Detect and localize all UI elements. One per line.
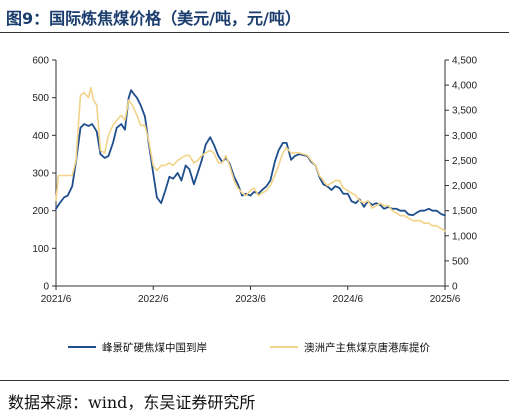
legend-label-2: 澳洲产主焦煤京唐港库提价 bbox=[304, 341, 430, 354]
data-source-note: 数据来源：wind，东吴证券研究所 bbox=[8, 393, 256, 412]
right-tick-label: 0 bbox=[452, 282, 458, 293]
right-tick-label: 1,500 bbox=[452, 206, 477, 217]
right-tick-label: 2,000 bbox=[452, 181, 477, 192]
left-tick-label: 100 bbox=[32, 244, 49, 255]
legend-label-1: 峰景矿硬焦煤中国到岸 bbox=[102, 341, 207, 354]
chart-legend: 峰景矿硬焦煤中国到岸 澳洲产主焦煤京唐港库提价 bbox=[68, 341, 430, 354]
series-line-1 bbox=[55, 89, 446, 217]
x-tick-label: 2023/6 bbox=[235, 294, 266, 305]
left-tick-label: 300 bbox=[32, 169, 49, 180]
left-tick-label: 500 bbox=[32, 93, 49, 104]
x-tick-label: 2022/6 bbox=[138, 294, 169, 305]
right-tick-label: 2,500 bbox=[452, 156, 477, 167]
right-tick-label: 3,000 bbox=[452, 131, 477, 142]
right-tick-label: 4,500 bbox=[452, 56, 477, 67]
right-tick-label: 4,000 bbox=[452, 81, 477, 92]
left-tick-label: 400 bbox=[32, 131, 49, 142]
x-tick-label: 2021/6 bbox=[41, 294, 72, 305]
chart-series-layer bbox=[55, 86, 446, 232]
left-tick-label: 200 bbox=[32, 206, 49, 217]
x-tick-label: 2024/6 bbox=[332, 294, 363, 305]
right-tick-label: 3,500 bbox=[452, 106, 477, 117]
x-tick-label: 2025/6 bbox=[430, 294, 461, 305]
left-tick-label: 600 bbox=[32, 56, 49, 67]
figure-title: 图9：国际炼焦煤价格（美元/吨，元/吨） bbox=[6, 9, 301, 28]
figure-title-bar: 图9：国际炼焦煤价格（美元/吨，元/吨） bbox=[0, 0, 509, 33]
right-tick-label: 1,000 bbox=[452, 231, 477, 242]
right-tick-label: 500 bbox=[452, 256, 469, 267]
left-tick-label: 0 bbox=[43, 282, 49, 293]
chart-axes: 0 100 200 300 400 500 600 0 500 1,000 1,500 2,000 2,… bbox=[32, 56, 477, 306]
source-bar: 数据来源：wind，东吴证券研究所 bbox=[0, 380, 509, 417]
series-line-2 bbox=[55, 86, 446, 232]
chart-canvas: 0 100 200 300 400 500 600 0 500 1,000 1,500 2,000 2,… bbox=[32, 56, 477, 355]
